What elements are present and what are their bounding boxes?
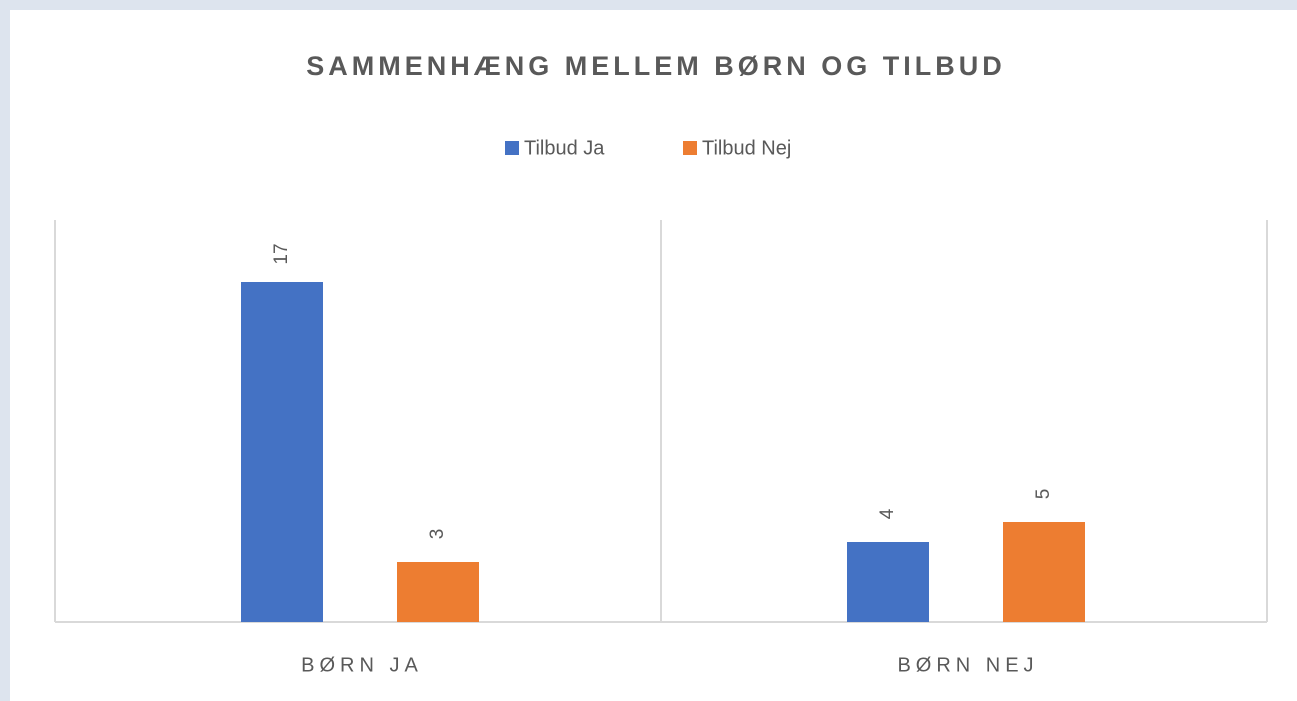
x-tick-label: BØRN NEJ (897, 654, 1038, 676)
bar (847, 542, 929, 622)
data-label: 17 (271, 243, 292, 264)
legend-swatch (505, 141, 519, 155)
data-label: 3 (427, 529, 448, 540)
legend-swatch (683, 141, 697, 155)
legend-label: Tilbud Ja (524, 137, 605, 159)
data-label: 5 (1033, 489, 1054, 500)
x-tick-label: BØRN JA (301, 654, 423, 676)
legend-label: Tilbud Nej (702, 137, 791, 159)
bar (1003, 522, 1085, 622)
data-label: 4 (877, 508, 898, 519)
chart-title: SAMMENHÆNG MELLEM BØRN OG TILBUD (306, 51, 1005, 81)
bar (397, 562, 479, 622)
bar (241, 282, 323, 622)
chart-area (10, 10, 1297, 701)
